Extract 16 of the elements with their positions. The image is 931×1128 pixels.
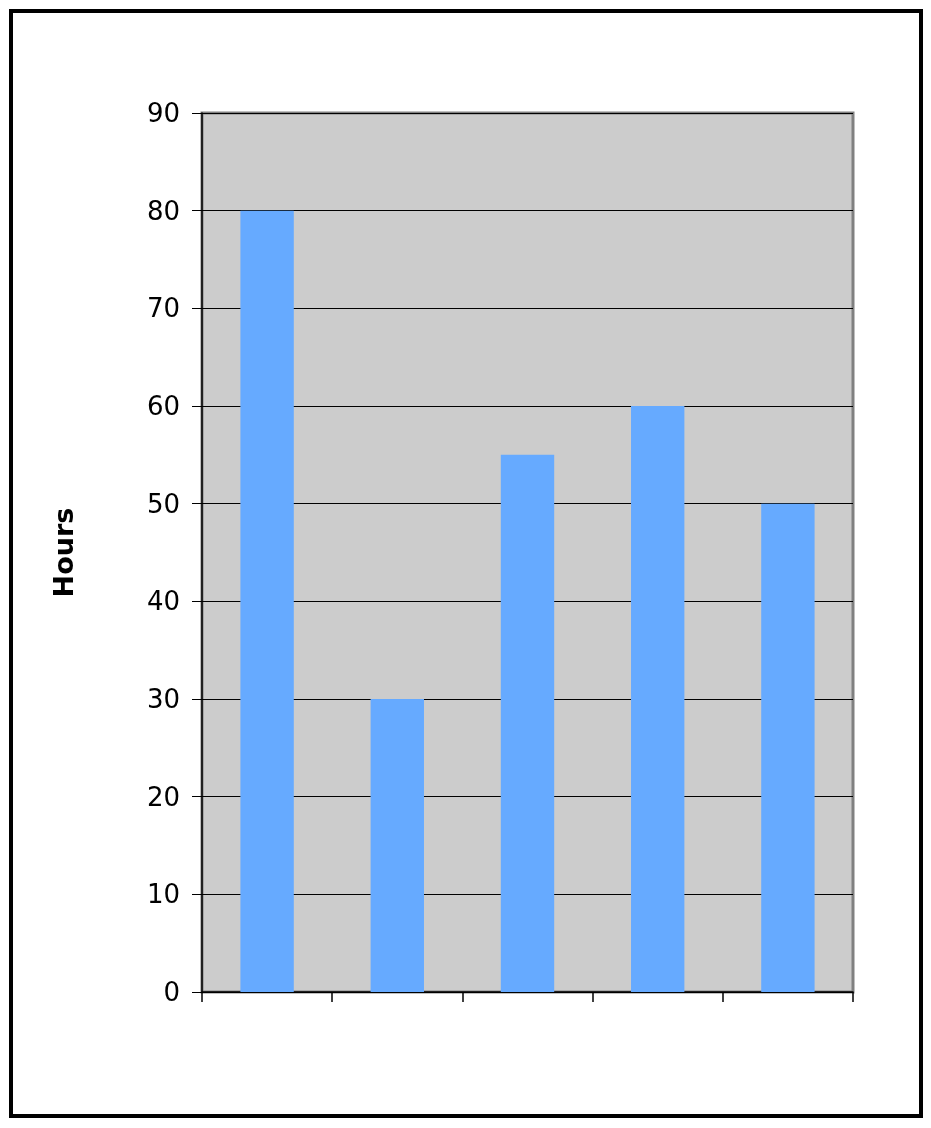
y-tick-label: 0 [163, 977, 180, 1007]
y-tick-label: 80 [146, 195, 180, 226]
y-tick-label: 10 [146, 879, 180, 910]
y-tick-label: 60 [146, 391, 180, 421]
y-tick-label: 40 [146, 586, 180, 617]
bar [631, 406, 685, 992]
bar [240, 210, 294, 992]
y-axis-title: Hours [48, 507, 79, 598]
y-tick-label: 20 [146, 781, 180, 812]
bar [370, 699, 424, 992]
y-tick-label: 50 [146, 488, 180, 519]
y-tick-label: 70 [146, 293, 180, 324]
y-tick-label: 90 [146, 98, 180, 128]
bar [761, 503, 815, 992]
bar [500, 454, 555, 992]
y-tick-label: 30 [146, 684, 180, 714]
